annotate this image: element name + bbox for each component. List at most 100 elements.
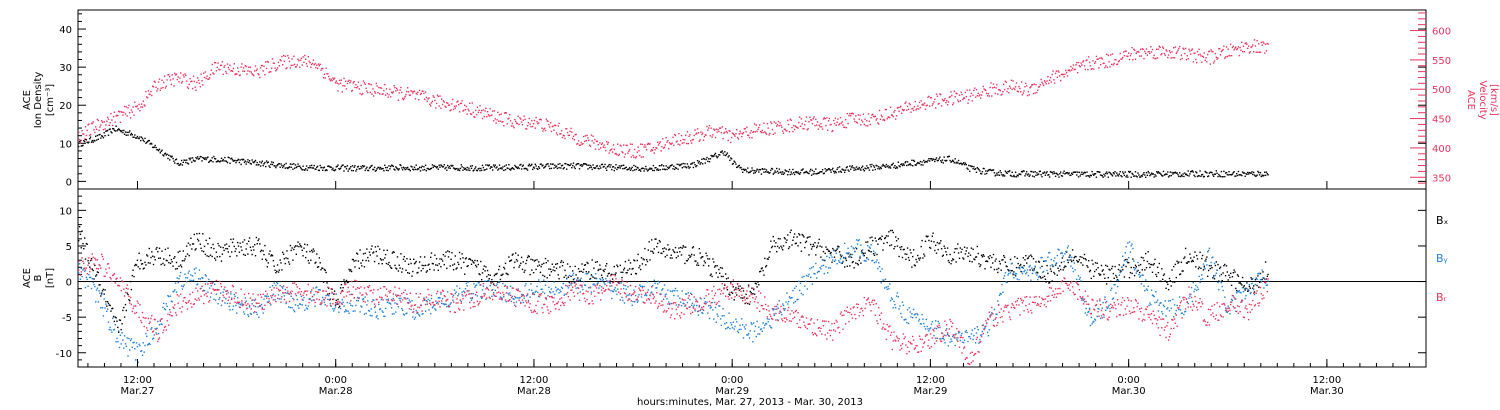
by-point bbox=[348, 312, 350, 314]
density-point bbox=[881, 165, 883, 167]
by-point bbox=[599, 277, 601, 280]
bx-point bbox=[1196, 254, 1198, 257]
density-point bbox=[490, 166, 492, 168]
density-point bbox=[909, 163, 911, 165]
by-point bbox=[500, 297, 502, 299]
velocity-point bbox=[154, 81, 156, 83]
velocity-point bbox=[1194, 52, 1196, 54]
density-point bbox=[354, 165, 356, 167]
bx-point bbox=[692, 246, 695, 248]
density-point bbox=[282, 165, 285, 167]
velocity-point bbox=[962, 98, 964, 101]
velocity-point bbox=[830, 123, 832, 126]
bx-point bbox=[362, 259, 364, 262]
velocity-point bbox=[1221, 49, 1223, 52]
velocity-point bbox=[1120, 58, 1122, 60]
bx-point bbox=[627, 269, 629, 271]
density-point bbox=[148, 139, 150, 142]
density-point bbox=[112, 127, 114, 130]
velocity-point bbox=[783, 128, 786, 130]
bx-point bbox=[840, 256, 842, 258]
velocity-point bbox=[1011, 88, 1013, 91]
by-point bbox=[210, 285, 212, 287]
velocity-point bbox=[646, 143, 649, 146]
velocity-point bbox=[384, 83, 386, 86]
density-point bbox=[169, 155, 172, 157]
velocity-point bbox=[282, 54, 285, 57]
velocity-point bbox=[567, 134, 570, 137]
density-point bbox=[164, 152, 167, 154]
by-point bbox=[406, 312, 408, 314]
density-point bbox=[985, 170, 987, 172]
density-point bbox=[516, 167, 519, 170]
density-point bbox=[416, 168, 418, 171]
bx-point bbox=[1058, 270, 1060, 272]
velocity-point bbox=[1078, 65, 1081, 67]
by-point bbox=[173, 290, 175, 293]
velocity-point bbox=[813, 116, 815, 118]
by-point bbox=[380, 298, 383, 301]
density-point bbox=[253, 161, 255, 164]
by-point bbox=[190, 274, 192, 276]
by-point bbox=[546, 280, 548, 283]
bx-point bbox=[118, 331, 120, 333]
velocity-point bbox=[177, 76, 179, 78]
bx-point bbox=[882, 249, 884, 251]
density-point bbox=[247, 159, 249, 161]
bx-point bbox=[407, 272, 409, 274]
bx-point bbox=[311, 249, 313, 252]
velocity-point bbox=[335, 80, 337, 82]
by-point bbox=[161, 323, 163, 326]
density-point bbox=[1096, 171, 1098, 173]
bx-point bbox=[880, 238, 882, 241]
density-point bbox=[526, 169, 529, 171]
density-point bbox=[1258, 174, 1261, 176]
density-point bbox=[722, 152, 724, 154]
velocity-point bbox=[1045, 83, 1047, 85]
density-point bbox=[1061, 175, 1064, 177]
density-point bbox=[1238, 174, 1240, 176]
velocity-point bbox=[824, 118, 826, 120]
bx-point bbox=[418, 261, 421, 263]
bx-point bbox=[90, 257, 93, 260]
velocity-point bbox=[1063, 76, 1065, 78]
density-point bbox=[88, 141, 90, 143]
by-point bbox=[517, 288, 519, 290]
velocity-point bbox=[662, 147, 665, 149]
velocity-point bbox=[627, 152, 629, 154]
density-point bbox=[984, 173, 986, 175]
density-point bbox=[800, 169, 803, 171]
bx-point bbox=[983, 255, 985, 257]
density-point bbox=[617, 167, 620, 169]
bx-point bbox=[939, 242, 941, 244]
density-point bbox=[968, 164, 970, 167]
velocity-point bbox=[694, 129, 696, 131]
density-point bbox=[879, 166, 882, 169]
bx-point bbox=[409, 258, 411, 260]
density-point bbox=[1001, 174, 1003, 176]
velocity-point bbox=[1188, 48, 1190, 50]
by-point bbox=[217, 303, 219, 305]
density-point bbox=[115, 125, 117, 127]
bx-point bbox=[856, 263, 859, 265]
bx-point bbox=[381, 263, 383, 265]
bx-point bbox=[449, 265, 451, 267]
bx-point bbox=[592, 276, 594, 278]
density-point bbox=[1250, 172, 1252, 174]
density-point bbox=[894, 165, 896, 167]
by-point bbox=[236, 312, 238, 314]
bx-point bbox=[602, 269, 604, 271]
density-point bbox=[173, 160, 175, 162]
density-point bbox=[1163, 174, 1166, 176]
by-point bbox=[240, 304, 242, 306]
bx-point bbox=[679, 246, 682, 249]
by-point bbox=[320, 303, 322, 306]
density-point bbox=[649, 167, 651, 169]
bx-point bbox=[367, 260, 370, 262]
bx-point bbox=[481, 279, 483, 281]
density-point bbox=[659, 169, 661, 171]
by-point bbox=[645, 294, 648, 297]
density-point bbox=[435, 165, 437, 168]
density-point bbox=[505, 164, 507, 166]
density-point bbox=[794, 171, 797, 173]
